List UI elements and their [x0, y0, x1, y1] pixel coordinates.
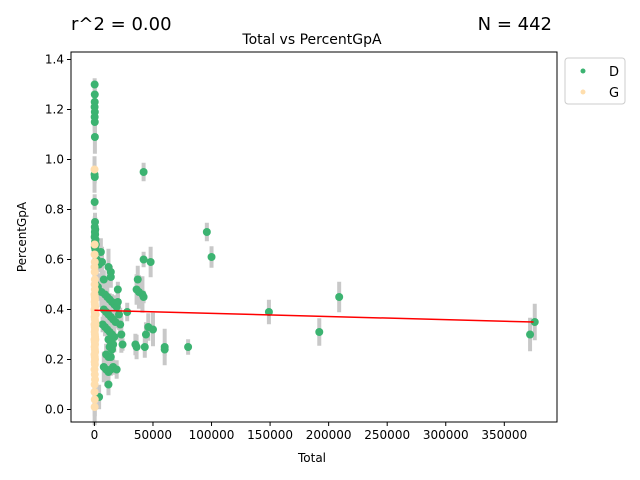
data-point-d — [115, 310, 124, 319]
data-point-d — [90, 198, 99, 206]
data-point-d — [202, 228, 211, 236]
data-point-d — [146, 258, 155, 266]
r-squared-label: r^2 = 0.00 — [71, 14, 172, 35]
data-point-g — [91, 310, 100, 319]
axes: 0 50000 100000 150000 200000 250000 300000 3500… — [45, 53, 527, 443]
data-point-d — [160, 345, 169, 354]
y-tick-label: 1.2 — [45, 103, 64, 117]
data-point-d — [104, 380, 113, 389]
data-point-d — [106, 273, 115, 281]
data-point-g — [90, 250, 99, 259]
y-tick-label: 1.0 — [45, 153, 64, 167]
sample-size-label: N = 442 — [478, 14, 552, 35]
data-point-d — [90, 80, 99, 89]
x-tick-label: 200000 — [306, 428, 352, 442]
y-tick-label: 1.4 — [45, 53, 64, 67]
data-point-g — [90, 268, 99, 276]
data-point-d — [264, 308, 273, 316]
data-point-d — [113, 285, 122, 294]
data-point-d — [335, 293, 344, 301]
x-tick-label: 250000 — [364, 428, 410, 442]
data-point-d — [132, 343, 141, 351]
legend-box — [564, 57, 626, 105]
data-point-d — [107, 345, 116, 354]
data-point-g — [91, 320, 100, 329]
data-point-d — [140, 343, 149, 351]
data-point-d — [526, 330, 535, 339]
plot-frame — [70, 51, 558, 423]
data-point-d — [90, 133, 99, 141]
x-tick-label: 150000 — [247, 428, 293, 442]
data-point-d — [133, 275, 142, 284]
data-point-d — [123, 308, 132, 316]
x-tick-label: 350000 — [481, 428, 527, 442]
legend-label-g: G — [609, 86, 619, 101]
data-point-g — [90, 380, 99, 389]
data-point-d — [106, 353, 115, 361]
data-point-d — [116, 320, 125, 329]
data-point-g — [90, 403, 99, 411]
x-tick-label: 300000 — [423, 428, 469, 442]
data-point-d — [530, 318, 539, 326]
plot-area — [90, 78, 539, 426]
legend: D G — [564, 57, 626, 105]
x-axis-label: Total — [297, 451, 326, 465]
y-tick-label: 0.2 — [45, 353, 64, 367]
data-point-g — [90, 165, 99, 174]
data-point-d — [148, 325, 157, 334]
x-tick-label: 50000 — [134, 428, 172, 442]
data-point-d — [207, 253, 216, 261]
data-point-d — [90, 173, 99, 181]
data-point-d — [139, 255, 148, 264]
data-point-d — [139, 293, 148, 301]
data-point-d — [113, 298, 122, 306]
legend-marker-g — [580, 89, 586, 95]
data-point-g — [91, 335, 100, 344]
y-tick-label: 0.8 — [45, 203, 64, 217]
data-point-d — [315, 328, 324, 336]
legend-label-d: D — [609, 65, 619, 80]
legend-marker-d — [580, 68, 586, 74]
y-tick-label: 0.6 — [45, 253, 64, 267]
data-point-d — [90, 118, 99, 126]
data-point-d — [90, 90, 99, 99]
data-point-g — [90, 388, 99, 396]
x-tick-label: 0 — [91, 428, 99, 442]
chart-title: Total vs PercentGpA — [241, 32, 382, 48]
y-tick-label: 0.0 — [45, 403, 64, 417]
data-point-g — [90, 395, 99, 404]
data-point-d — [112, 365, 121, 374]
data-point-d — [184, 343, 193, 351]
y-axis-label: PercentGpA — [15, 201, 29, 272]
y-tick-label: 0.4 — [45, 303, 64, 317]
data-point-d — [141, 330, 150, 339]
x-tick-label: 100000 — [189, 428, 235, 442]
data-point-g — [90, 240, 99, 249]
data-point-d — [99, 275, 108, 284]
data-point-d — [118, 340, 127, 349]
data-point-d — [139, 168, 148, 176]
data-point-d — [96, 248, 105, 256]
data-point-d — [117, 330, 126, 339]
regression-line — [94, 309, 534, 323]
